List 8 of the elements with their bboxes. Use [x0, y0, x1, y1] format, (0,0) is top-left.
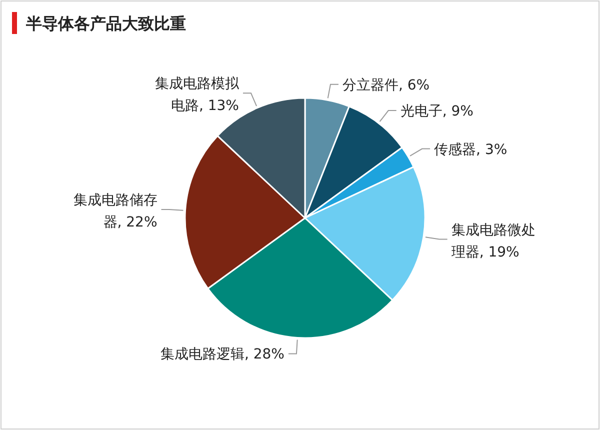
- chart-title: 半导体各产品大致比重: [25, 14, 186, 33]
- slice-label: 集成电路逻辑, 28%: [160, 346, 284, 363]
- slice-label: 光电子, 9%: [400, 104, 474, 120]
- slice-label: 集成电路模拟电路, 13%: [154, 76, 240, 114]
- slice-label: 分立器件, 6%: [342, 77, 430, 94]
- slice-label: 传感器, 3%: [434, 142, 508, 158]
- slice-label: 集成电路微处理器, 19%: [451, 222, 536, 260]
- slice-label: 集成电路储存器, 22%: [73, 192, 158, 230]
